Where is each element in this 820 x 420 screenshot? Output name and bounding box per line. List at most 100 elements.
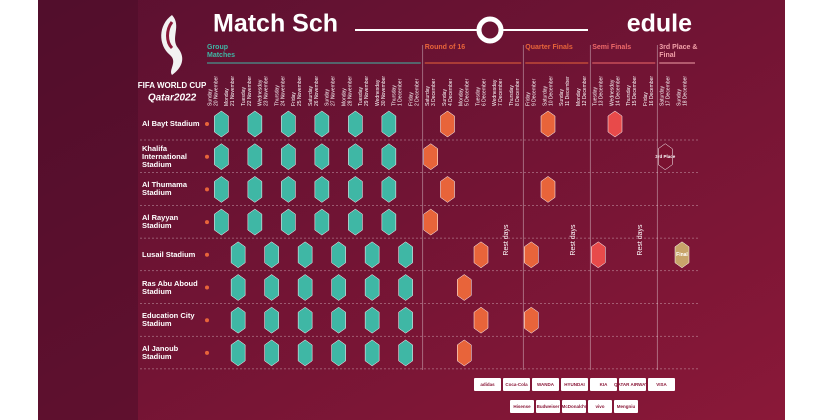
date-day: 2 December (414, 78, 420, 106)
group-match-badge (214, 110, 229, 138)
group-match-badge (230, 274, 246, 301)
group-match-badge (214, 208, 229, 236)
stage-label: 3rd Place & Final (659, 44, 698, 59)
date-day: 1 December (398, 78, 404, 106)
row-dot (205, 318, 209, 323)
group-match-badge (264, 306, 279, 334)
group-match-badge (331, 306, 346, 334)
date-day: 12 December (582, 76, 588, 106)
group-match-badge (381, 110, 397, 138)
final-label: Final (676, 252, 688, 258)
row-dot (205, 187, 209, 192)
sponsor-name: vivo (595, 404, 604, 409)
date-day: 18 December (682, 76, 688, 106)
row-dot (205, 350, 209, 355)
date-weekday: Sunday (325, 89, 331, 106)
date-weekday: Tuesday (358, 87, 364, 106)
date-weekday: Thursday (626, 85, 632, 106)
date-weekday: Wednesday (375, 79, 381, 106)
date-weekday: Thursday (392, 85, 398, 106)
sponsor-box (503, 378, 530, 391)
date-weekday: Saturday (308, 85, 314, 106)
sponsor-box (588, 400, 612, 413)
date-weekday: Wednesday (609, 79, 615, 106)
date-weekday: Saturday (660, 85, 666, 106)
group-match-badge (314, 208, 330, 236)
group-match-badge (398, 339, 413, 367)
group-match-badge (247, 208, 263, 236)
sponsor-box (474, 378, 501, 391)
date-day: 24 November (280, 76, 286, 106)
date-day: 13 December (599, 76, 605, 106)
sponsor-box (536, 400, 560, 413)
date-day: 20 November (213, 76, 219, 106)
quarter-final-badge (524, 306, 539, 334)
group-match-badge (348, 208, 363, 236)
group-match-badge (281, 143, 296, 171)
group-match-badge (230, 306, 246, 334)
stage-label: Round of 16 (424, 44, 466, 51)
logo-emblem-detail (166, 21, 174, 50)
group-match-badge (314, 143, 330, 171)
date-weekday: Monday (341, 88, 347, 106)
sponsor-name: Coca-Cola (505, 382, 528, 387)
sponsor-box (532, 378, 559, 391)
group-match-badge (230, 241, 246, 269)
quarter-final-badge (524, 241, 539, 269)
quarter-final-badge (540, 110, 556, 138)
date-weekday: Wednesday (492, 79, 498, 106)
group-match-badge (364, 306, 380, 334)
date-day: 21 November (230, 76, 236, 106)
group-match-badge (348, 143, 363, 171)
row-dot (205, 122, 209, 126)
sponsor-box (561, 378, 588, 391)
group-match-badge (264, 339, 279, 367)
round-of-16-badge (457, 339, 472, 367)
date-weekday: Thursday (274, 85, 280, 106)
round-of-16-badge (423, 143, 438, 171)
sponsor-box (590, 378, 617, 391)
row-dot (205, 220, 209, 225)
title: Match Sch (213, 10, 338, 38)
sponsor-name: adidas (480, 382, 495, 387)
stadium-name: Al Rayyan Stadium (142, 213, 179, 231)
group-match-badge (297, 339, 313, 367)
sponsor-name: HYUNDAI (564, 382, 585, 387)
date-weekday: Tuesday (241, 87, 247, 106)
group-match-badge (398, 306, 413, 334)
group-match-badge (214, 176, 229, 203)
stage-label: Quarter Finals (525, 44, 573, 51)
date-day: 7 December (498, 78, 504, 106)
stadium-name: Al Bayt Stadium (142, 119, 200, 128)
logo-text: FIFA WORLD CUP (138, 81, 207, 90)
group-match-badge (348, 176, 363, 203)
round-of-16-badge (423, 208, 438, 236)
round-of-16-badge (457, 274, 472, 301)
group-match-badge (281, 208, 296, 236)
group-match-badge (331, 274, 346, 301)
date-weekday: Friday (643, 92, 649, 106)
date-day: 9 December (532, 78, 538, 106)
date-day: 17 December (666, 76, 672, 106)
group-match-badge (331, 339, 346, 367)
date-weekday: Monday (224, 88, 230, 106)
rest-days-label: Rest days (570, 224, 577, 256)
rest-days-label: Rest days (503, 224, 510, 256)
sponsor-name: KIA (600, 382, 609, 387)
semi-final-badge (591, 241, 606, 269)
round-of-16-badge (473, 241, 489, 269)
date-day: 6 December (481, 78, 487, 106)
date-weekday: Wednesday (258, 79, 264, 106)
semi-final-badge (607, 110, 623, 138)
sponsor-area: adidas Coca-Cola WANDA HYUNDAI KIA QATAR AIRW… (474, 378, 675, 413)
date-day: 15 December (632, 76, 638, 106)
stadium-name: Al Janoub Stadium (142, 343, 179, 361)
date-weekday: Sunday (207, 89, 213, 106)
group-match-badge (247, 143, 263, 171)
sponsor-box (562, 400, 586, 413)
date-weekday: Friday (408, 92, 414, 106)
stadium-name: Lusail Stadium (142, 249, 196, 259)
sponsor-name: Budweiser (537, 404, 560, 409)
